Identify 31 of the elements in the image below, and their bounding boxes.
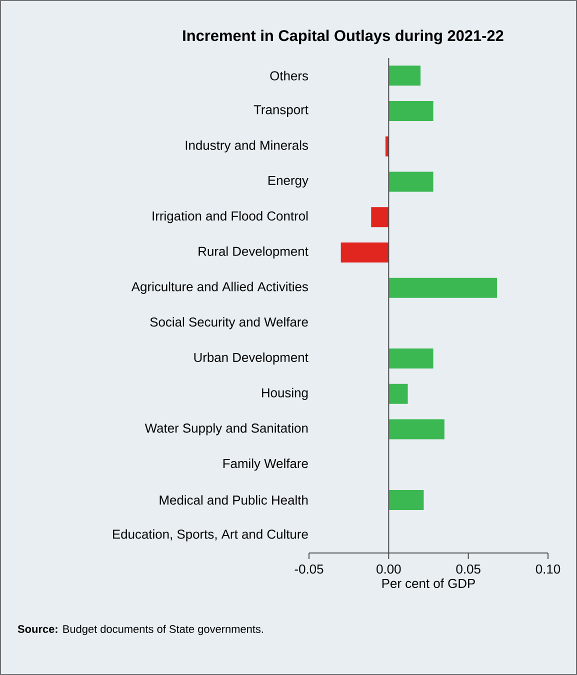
y-tick-label: Education, Sports, Art and Culture — [113, 529, 308, 542]
y-tick-label: Urban Development — [194, 352, 308, 365]
y-tick-label: Irrigation and Flood Control — [152, 211, 308, 224]
y-tick-label: Energy — [268, 176, 308, 188]
y-tick-label: Rural Development — [198, 246, 308, 258]
bar — [388, 419, 444, 440]
y-tick-label: Housing — [262, 388, 308, 400]
y-tick-label: Others — [270, 70, 308, 80]
x-tick-label: 0.10 — [536, 564, 560, 574]
bar — [388, 278, 498, 298]
y-tick-label: Agriculture and Allied Activities — [131, 282, 308, 294]
bar — [388, 384, 408, 404]
y-tick-label: Industry and Minerals — [186, 140, 308, 152]
y-tick-label: Medical and Public Health — [160, 495, 308, 505]
x-tick-label: 0.05 — [456, 564, 480, 574]
y-tick-label: Transport — [254, 105, 308, 117]
x-tick-label: -0.05 — [294, 564, 324, 574]
text: Source: Budget documents of State governments. — [18, 624, 263, 636]
chart-title: Increment in Capital Outlays during 2021-22 — [183, 30, 504, 44]
y-tick-label: Water Supply and Sanitation — [144, 423, 308, 436]
bar — [388, 101, 434, 122]
bar — [371, 207, 389, 228]
bar — [340, 242, 389, 262]
bar — [388, 172, 434, 192]
bar — [388, 348, 434, 369]
y-tick-label: Social Security and Welfare — [150, 317, 308, 330]
x-axis-title: Per cent of GDP — [382, 578, 475, 588]
y-tick-label: Family Welfare — [223, 458, 308, 471]
x-tick-label: 0.00 — [376, 564, 401, 574]
bar — [388, 66, 421, 86]
bar — [388, 490, 424, 510]
